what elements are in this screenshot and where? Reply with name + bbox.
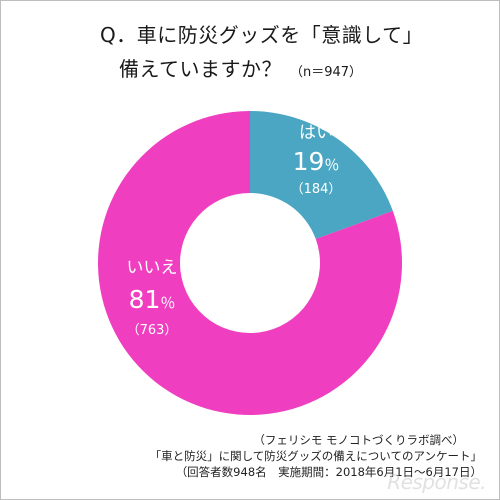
slice-label-no: いいえ [127, 258, 178, 278]
title-line-1: Q．車に防災グッズを「意識して」 [100, 23, 424, 47]
slice-labels: はい 19％ （184） いいえ 81％ （763） [127, 123, 342, 338]
slice-percent-yes: 19％ [293, 147, 340, 176]
chart-footer: （フェリシモ モノコトづくりラボ調べ） 「車と防災」に関して防災グッズの備えにつ… [62, 432, 482, 480]
slice-yes [250, 111, 393, 239]
title-line-2: 備えていますか？ （n＝947） [100, 52, 480, 90]
slice-count-yes: （184） [291, 182, 342, 197]
slice-count-no: （763） [127, 323, 178, 338]
sample-size: （n＝947） [290, 65, 363, 80]
slice-label-yes: はい [299, 123, 333, 143]
slice-percent-no: 81％ [129, 285, 176, 314]
footer-source: （フェリシモ モノコトづくりラボ調べ） [253, 433, 464, 447]
title-question: 備えていますか？ [119, 57, 282, 81]
footer-details: （回答者数948名 実施期間：2018年6月1日～6月17日） [175, 465, 482, 479]
slice-no [98, 111, 403, 416]
footer-survey: 「車と防災」に関して防災グッズの備えについてのアンケート」 [149, 449, 482, 463]
donut-slices [98, 111, 403, 416]
chart-title: Q．車に防災グッズを「意識して」 備えていますか？ （n＝947） [100, 18, 480, 90]
watermark-logo: Response. [387, 470, 486, 494]
